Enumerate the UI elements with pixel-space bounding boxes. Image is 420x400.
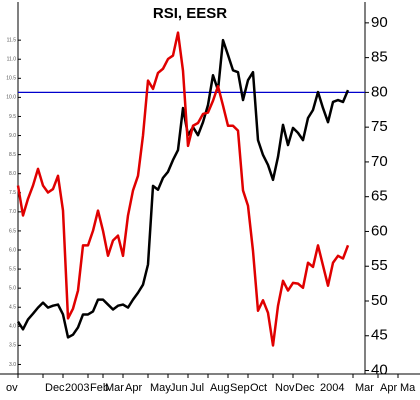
y-tick-label: 11.5 bbox=[7, 37, 17, 43]
y2-tick-label: 55 bbox=[371, 257, 388, 274]
x-tick-label: Aug bbox=[210, 382, 230, 394]
y-tick-label: 7.0 bbox=[9, 209, 16, 215]
series-line bbox=[16, 31, 350, 347]
x-tick-label: 2003 bbox=[65, 382, 89, 394]
y-tick-label: 3.5 bbox=[9, 343, 16, 349]
chart-title: RSI, EESR bbox=[153, 5, 227, 22]
y-tick-label: 3.0 bbox=[9, 362, 16, 368]
x-tick-label: 2004 bbox=[320, 382, 344, 394]
y-tick-label: 10.5 bbox=[6, 76, 16, 82]
x-tick-label: ov bbox=[6, 382, 18, 394]
y2-tick-label: 40 bbox=[371, 361, 388, 378]
y2-tick-label: 45 bbox=[371, 327, 388, 344]
y2-tick-label: 85 bbox=[371, 49, 388, 66]
y-tick-label: 8.5 bbox=[9, 152, 16, 158]
x-tick-label: Apr bbox=[380, 382, 397, 394]
y-tick-label: 7.5 bbox=[9, 190, 16, 196]
x-tick-label: Jul bbox=[190, 382, 204, 394]
x-tick-label: Dec bbox=[45, 382, 65, 394]
x-tick-label: Mar bbox=[105, 382, 124, 394]
y-tick-label: 6.5 bbox=[9, 228, 16, 234]
y-tick-label: 4.5 bbox=[9, 305, 16, 311]
y-tick-label: 9.0 bbox=[9, 133, 16, 139]
x-tick-label: May bbox=[150, 382, 171, 394]
y-tick-label: 11.0 bbox=[7, 57, 17, 63]
x-tick-label: Sep bbox=[230, 382, 250, 394]
x-tick-label: Apr bbox=[125, 382, 142, 394]
y2-tick-label: 60 bbox=[371, 222, 388, 239]
y2-tick-label: 65 bbox=[371, 188, 388, 205]
x-tick-label: Dec bbox=[295, 382, 315, 394]
x-tick-label: Nov bbox=[275, 382, 295, 394]
y-tick-label: 6.0 bbox=[9, 247, 16, 253]
y2-tick-label: 70 bbox=[371, 153, 388, 170]
y-tick-label: 9.5 bbox=[9, 114, 16, 120]
x-tick-label: Feb bbox=[90, 382, 109, 394]
x-tick-label: Ma bbox=[400, 382, 416, 394]
y-tick-label: 5.0 bbox=[9, 285, 16, 291]
x-tick-label: Oct bbox=[250, 382, 267, 394]
series-line bbox=[16, 38, 350, 339]
x-tick-label: Jun bbox=[170, 382, 188, 394]
y2-tick-label: 80 bbox=[371, 83, 388, 100]
y-tick-label: 8.0 bbox=[9, 171, 16, 177]
x-tick-label: Mar bbox=[355, 382, 374, 394]
y2-tick-label: 90 bbox=[371, 14, 388, 31]
y-tick-label: 10.0 bbox=[6, 95, 16, 101]
y-tick-label: 5.5 bbox=[9, 266, 16, 272]
y-tick-label: 4.0 bbox=[9, 324, 16, 330]
y2-tick-label: 50 bbox=[371, 292, 388, 309]
y2-tick-label: 75 bbox=[371, 118, 388, 135]
